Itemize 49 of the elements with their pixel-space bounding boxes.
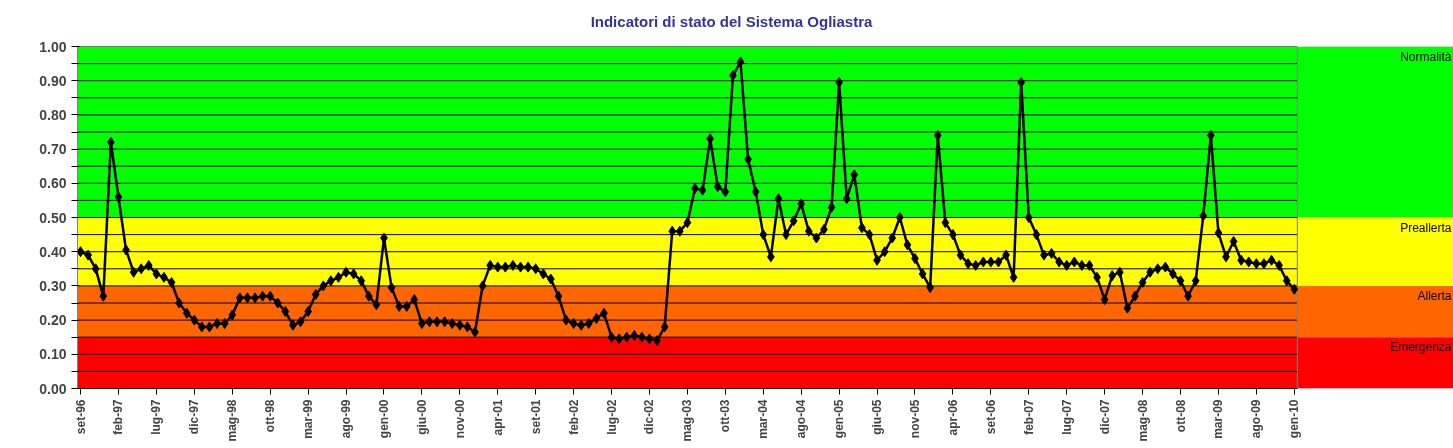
x-tick-label: dic-02 bbox=[642, 399, 657, 435]
x-tick-label: nov-00 bbox=[452, 399, 467, 439]
band-label: Normalità bbox=[1400, 49, 1452, 64]
x-tick-label: ott-98 bbox=[263, 399, 278, 433]
x-tick-label: giu-05 bbox=[870, 399, 885, 435]
y-tick-label: 0.60 bbox=[39, 175, 67, 192]
x-tick-label: feb-07 bbox=[1021, 399, 1036, 435]
x-tick-label: ago-09 bbox=[1249, 399, 1264, 439]
y-tick-label: 0.70 bbox=[39, 141, 67, 158]
x-tick-label: ott-03 bbox=[718, 399, 733, 433]
x-tick-label: gen-05 bbox=[832, 399, 847, 439]
y-tick-label: 0.80 bbox=[39, 106, 67, 123]
x-tick-label: dic-07 bbox=[1097, 399, 1112, 435]
x-tick-label: mag-03 bbox=[680, 399, 695, 442]
x-tick-label: dic-97 bbox=[187, 399, 202, 435]
x-tick-label: mar-99 bbox=[301, 399, 316, 439]
x-tick-label: gen-00 bbox=[376, 399, 391, 439]
y-tick-label: 0.30 bbox=[39, 277, 67, 294]
x-tick-label: ago-99 bbox=[339, 399, 354, 439]
y-tick-label: 0.50 bbox=[39, 209, 67, 226]
y-tick-label: 0.20 bbox=[39, 312, 67, 329]
band-label: Allerta bbox=[1417, 288, 1452, 303]
x-tick-label: lug-97 bbox=[149, 399, 164, 435]
x-tick-label: mar-04 bbox=[756, 399, 771, 439]
x-tick-label: lug-02 bbox=[604, 399, 619, 435]
x-tick-label: gen-10 bbox=[1287, 399, 1302, 439]
x-tick-label: lug-07 bbox=[1059, 399, 1074, 435]
x-tick-label: set-06 bbox=[983, 399, 998, 435]
chart-title: Indicatori di stato del Sistema Ogliastra bbox=[590, 12, 873, 32]
y-tick-label: 0.90 bbox=[39, 72, 67, 89]
x-tick-label: set-96 bbox=[73, 399, 88, 435]
y-tick-label: 0.10 bbox=[39, 346, 67, 363]
x-tick-label: ott-08 bbox=[1173, 399, 1188, 433]
x-tick-label: set-01 bbox=[528, 399, 543, 435]
x-tick-label: nov-05 bbox=[907, 399, 922, 439]
y-tick-label: 0.00 bbox=[39, 380, 67, 397]
x-tick-label: mag-08 bbox=[1135, 399, 1150, 442]
band-label: Emergenza bbox=[1390, 340, 1452, 355]
x-tick-label: apr-06 bbox=[945, 399, 960, 436]
y-tick-label: 1.00 bbox=[39, 38, 67, 55]
band-label: Preallerta bbox=[1400, 220, 1452, 235]
x-tick-label: feb-97 bbox=[111, 399, 126, 435]
x-tick-label: mar-09 bbox=[1211, 399, 1226, 439]
y-tick-label: 0.40 bbox=[39, 243, 67, 260]
x-tick-label: apr-01 bbox=[490, 399, 505, 436]
x-tick-label: giu-00 bbox=[414, 399, 429, 435]
x-tick-label: mag-98 bbox=[225, 399, 240, 442]
x-tick-label: feb-02 bbox=[566, 399, 581, 435]
x-tick-label: ago-04 bbox=[794, 399, 809, 439]
